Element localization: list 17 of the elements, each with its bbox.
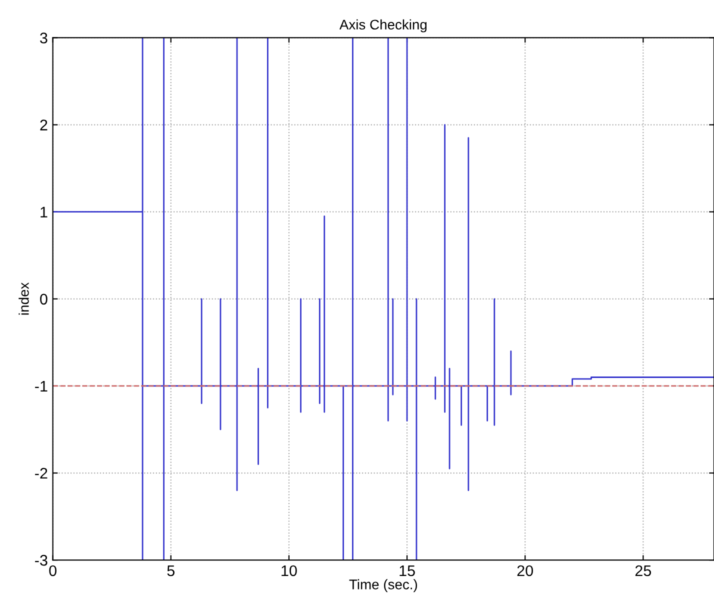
y-tick-label: 1 (40, 206, 48, 218)
line-series (52, 38, 714, 560)
x-tick-label: 20 (517, 565, 533, 576)
x-tick-label: 25 (635, 565, 652, 576)
chart-title: Axis Checking (339, 19, 427, 32)
y-tick-label: -3 (35, 554, 48, 566)
x-axis-title: Time (sec.) (349, 579, 418, 592)
y-tick-label: -1 (35, 380, 48, 392)
y-axis-title: index (18, 282, 29, 315)
x-tick-label: 10 (282, 565, 297, 576)
y-tick-label: 2 (40, 120, 48, 130)
x-tick-label: 15 (400, 565, 415, 576)
y-tick-label: -2 (35, 468, 48, 479)
y-tick-label: 3 (40, 32, 48, 44)
x-tick-label: 0 (49, 565, 56, 576)
y-tick-label: 0 (40, 294, 48, 305)
x-tick-label: 5 (167, 565, 175, 576)
